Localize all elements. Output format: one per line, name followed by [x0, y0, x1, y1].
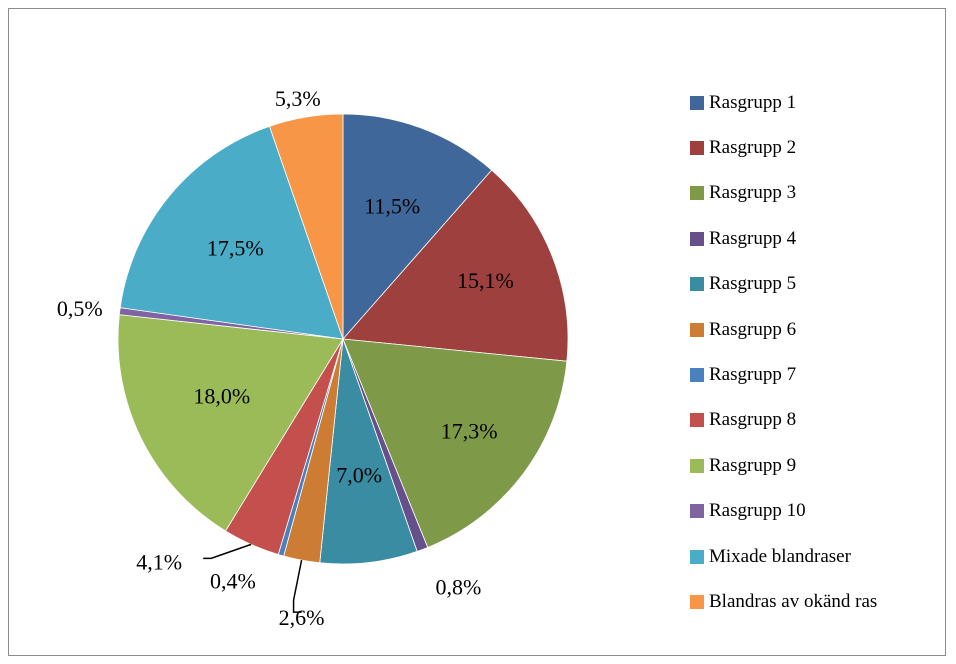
- leader-lines: [203, 543, 303, 613]
- legend-label: Rasgrupp 8: [709, 409, 797, 431]
- data-label-mixade-blandraser: 17,5%: [207, 235, 264, 260]
- legend-item-rasgrupp-7: Rasgrupp 7: [690, 352, 877, 397]
- legend-label: Rasgrupp 9: [709, 454, 797, 476]
- data-label-rasgrupp-3: 17,3%: [441, 418, 498, 443]
- pie-slice-mixade-blandraser: [119, 125, 344, 340]
- data-label-rasgrupp-8: 4,1%: [136, 549, 182, 574]
- pie-slice-rasgrupp-9: [117, 314, 344, 532]
- legend-item-rasgrupp-8: Rasgrupp 8: [690, 398, 877, 443]
- legend-label: Rasgrupp 10: [709, 500, 806, 522]
- legend-swatch: [690, 277, 704, 292]
- legend-item-rasgrupp-2: Rasgrupp 2: [690, 125, 877, 170]
- legend-swatch: [690, 458, 704, 473]
- pie-slices: [117, 113, 569, 565]
- legend-item-rasgrupp-4: Rasgrupp 4: [690, 216, 877, 261]
- legend-label: Rasgrupp 2: [709, 137, 797, 159]
- legend-item-rasgrupp-9: Rasgrupp 9: [690, 443, 877, 488]
- legend: Rasgrupp 1 Rasgrupp 2 Rasgrupp 3 Rasgrupp 4…: [690, 80, 877, 625]
- data-label-rasgrupp-6: 2,6%: [279, 605, 325, 630]
- pie-slice-rasgrupp-3: [342, 338, 568, 548]
- legend-swatch: [690, 368, 704, 383]
- legend-label: Rasgrupp 7: [709, 364, 797, 386]
- legend-item-mixade-blandraser: Mixade blandraser: [690, 534, 877, 579]
- data-label-rasgrupp-5: 7,0%: [336, 463, 382, 488]
- legend-swatch: [690, 594, 704, 609]
- pie-slice-rasgrupp-1: [342, 113, 493, 341]
- legend-item-blandras-av-okänd-ras: Blandras av okänd ras: [690, 579, 877, 624]
- legend-item-rasgrupp-1: Rasgrupp 1: [690, 80, 877, 125]
- leader-line-rasgrupp-8: [203, 543, 252, 560]
- legend-swatch: [690, 231, 704, 246]
- slice-labels: 11,5% 15,1% 17,3% 0,8% 7,0% 2,6% 0,4% 4,1% 18,0%…: [57, 86, 514, 630]
- legend-label: Mixade blandraser: [709, 545, 851, 567]
- data-label-rasgrupp-7: 0,4%: [210, 568, 256, 593]
- legend-label: Rasgrupp 6: [709, 318, 797, 340]
- legend-label: Rasgrupp 4: [709, 227, 797, 249]
- data-label-rasgrupp-1: 11,5%: [364, 194, 420, 219]
- legend-swatch: [690, 504, 704, 519]
- legend-swatch: [690, 322, 704, 337]
- data-label-blandras-av-okänd-ras: 5,3%: [275, 86, 321, 111]
- pie-slice-blandras-av-okänd-ras: [269, 113, 344, 340]
- legend-label: Rasgrupp 5: [709, 273, 797, 295]
- legend-item-rasgrupp-10: Rasgrupp 10: [690, 489, 877, 534]
- data-label-rasgrupp-10: 0,5%: [57, 296, 103, 321]
- legend-swatch: [690, 549, 704, 564]
- pie-slice-rasgrupp-2: [342, 169, 569, 362]
- legend-label: Blandras av okänd ras: [709, 590, 878, 612]
- legend-swatch: [690, 95, 704, 110]
- data-label-rasgrupp-9: 18,0%: [193, 384, 250, 409]
- legend-swatch: [690, 141, 704, 156]
- legend-item-rasgrupp-6: Rasgrupp 6: [690, 307, 877, 352]
- legend-swatch: [690, 186, 704, 201]
- legend-item-rasgrupp-5: Rasgrupp 5: [690, 262, 877, 307]
- legend-swatch: [690, 413, 704, 428]
- legend-label: Rasgrupp 1: [709, 91, 797, 113]
- legend-label: Rasgrupp 3: [709, 182, 797, 204]
- legend-item-rasgrupp-3: Rasgrupp 3: [690, 171, 877, 216]
- data-label-rasgrupp-4: 0,8%: [436, 575, 482, 600]
- leader-line-rasgrupp-6: [292, 560, 303, 613]
- data-label-rasgrupp-2: 15,1%: [457, 268, 514, 293]
